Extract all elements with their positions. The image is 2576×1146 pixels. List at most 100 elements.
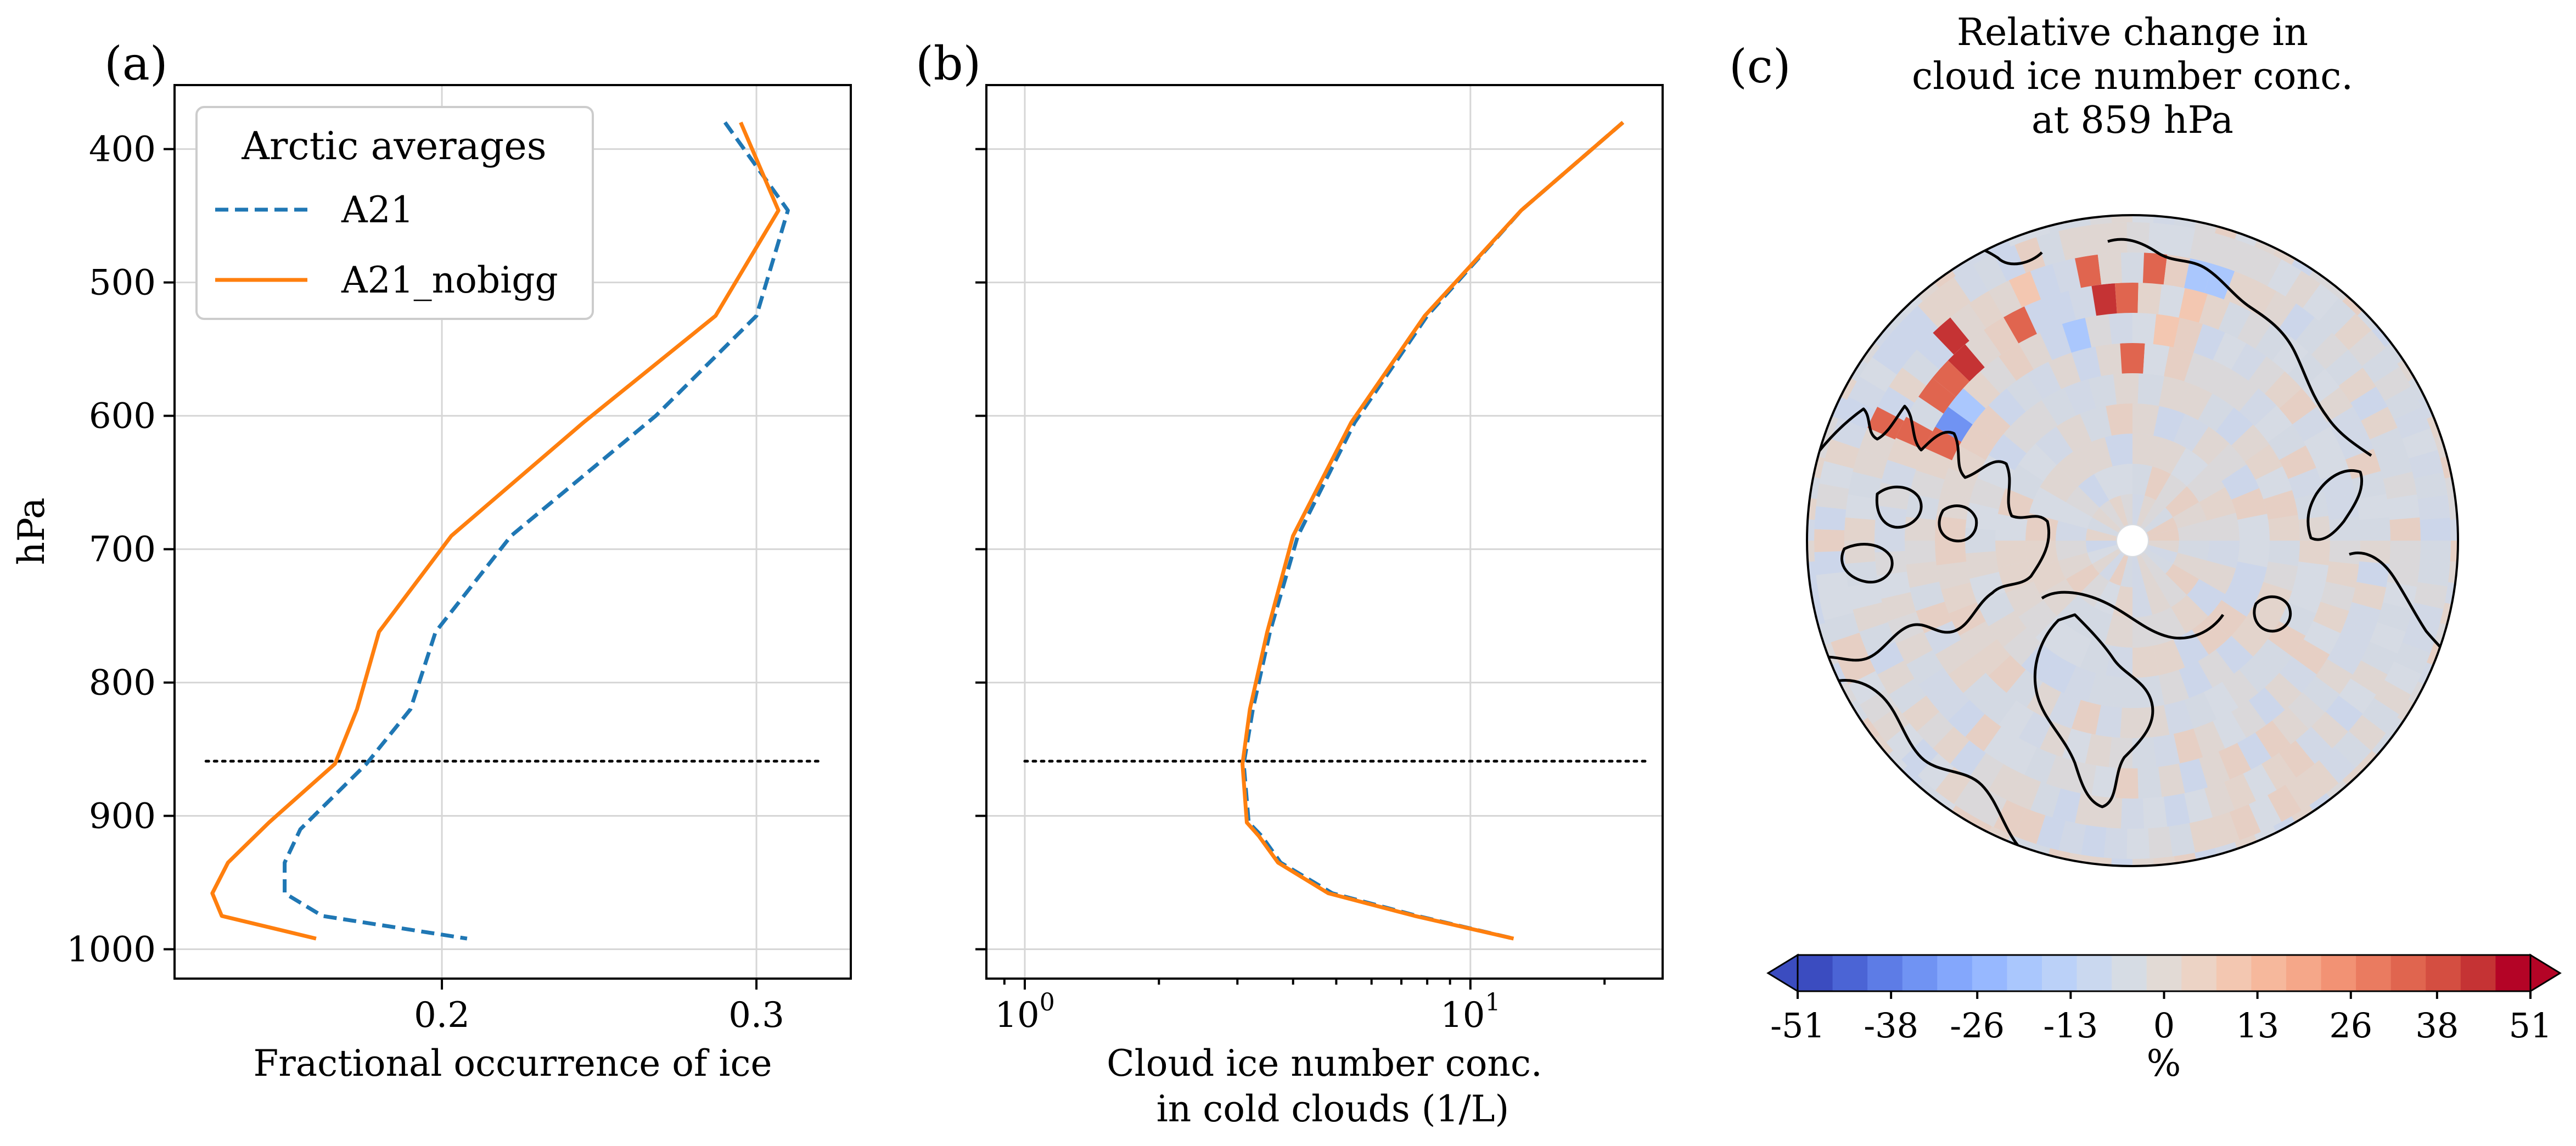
map-cell xyxy=(1807,495,1817,520)
map-cell xyxy=(2218,301,2252,339)
panel-b-xtick-label: 101 xyxy=(1440,988,1500,1036)
panel-a-xlabel: Fractional occurrence of ice xyxy=(253,1042,772,1085)
map-cell xyxy=(2066,564,2100,595)
map-cell xyxy=(1959,424,1997,460)
map-cell xyxy=(2029,560,2066,594)
map-cell xyxy=(2179,288,2208,323)
map-cell xyxy=(2132,858,2156,866)
map-cell xyxy=(2003,628,2041,666)
map-cell xyxy=(1963,672,2001,710)
map-cell xyxy=(1814,506,1847,530)
map-cell xyxy=(2279,656,2317,693)
map-cell xyxy=(1807,541,1815,564)
map-cell xyxy=(2448,495,2458,520)
colorbar-segment xyxy=(2426,955,2461,991)
map-cell xyxy=(2204,782,2235,818)
map-cell xyxy=(1980,356,2017,394)
map-cell xyxy=(2137,283,2162,314)
map-cell xyxy=(2153,734,2180,767)
map-cell xyxy=(2163,254,2190,288)
map-cell xyxy=(1844,517,1876,541)
map-cell xyxy=(1941,582,1977,614)
map-cell xyxy=(2229,804,2261,841)
coastline-canada-islands-2 xyxy=(1938,504,1978,543)
map-cell xyxy=(2041,387,2076,426)
map-cell xyxy=(2141,500,2166,529)
map-cell xyxy=(2319,746,2356,784)
map-cell xyxy=(2095,705,2122,738)
map-cell xyxy=(1859,622,1895,654)
map-cell xyxy=(2148,826,2173,859)
coastline-novaya-zemlya xyxy=(2306,469,2364,541)
colorbar-segment xyxy=(2216,955,2252,991)
map-cell xyxy=(2052,258,2081,293)
colorbar-segment xyxy=(2146,955,2182,991)
map-cell xyxy=(2030,782,2061,818)
map-cell xyxy=(2348,715,2386,751)
map-cell xyxy=(2003,415,2041,453)
map-cell xyxy=(2052,788,2081,823)
map-cell xyxy=(2198,394,2234,432)
map-cell xyxy=(1965,527,1996,554)
map-cell xyxy=(1905,541,1936,565)
map-cell xyxy=(2120,494,2132,525)
map-cell xyxy=(2035,616,2073,655)
map-cell xyxy=(2088,673,2117,707)
map-cell xyxy=(2109,215,2132,223)
map-cell xyxy=(1917,753,1954,791)
legend-entry-a21-nobigg: A21_nobigg xyxy=(341,259,558,301)
map-cell xyxy=(1877,660,1915,695)
map-cell xyxy=(2417,495,2450,520)
map-cell xyxy=(2420,541,2451,564)
map-cell xyxy=(2040,721,2072,757)
map-cell xyxy=(2203,362,2238,400)
map-cell xyxy=(2255,720,2291,758)
map-cell xyxy=(1950,740,1986,778)
map-cell xyxy=(1995,514,2028,541)
map-cell xyxy=(2450,541,2458,564)
map-cell xyxy=(2409,450,2444,479)
map-cell xyxy=(2231,424,2270,462)
map-cell xyxy=(2120,342,2145,374)
map-cell xyxy=(2348,330,2386,367)
map-cell xyxy=(1918,667,1956,704)
map-cell xyxy=(2231,619,2270,657)
map-cell xyxy=(1965,502,1999,530)
panel-a-xtick-label: 0.3 xyxy=(728,995,784,1036)
map-cell xyxy=(2267,784,2302,822)
coastline-greenland xyxy=(2033,613,2154,808)
map-cell xyxy=(2420,518,2451,541)
map-cell xyxy=(1969,478,2006,509)
colorbar-segments xyxy=(1766,953,2562,993)
map-cell xyxy=(1948,388,1986,425)
coastline-hudson-bay xyxy=(1821,679,2021,849)
map-cell xyxy=(2361,348,2399,384)
panel-a-ytick-label: 600 xyxy=(89,396,156,437)
map-cell xyxy=(2079,437,2113,474)
colorbar-segment xyxy=(2495,955,2531,991)
map-cell xyxy=(2263,561,2298,591)
map-title-line-1: Relative change in xyxy=(1957,11,2308,54)
map-cell xyxy=(2099,552,2124,581)
map-cell xyxy=(2417,561,2450,587)
panel-a-ytick-label: 700 xyxy=(89,530,156,570)
map-cell xyxy=(2311,711,2348,749)
map-cell xyxy=(2008,773,2041,810)
map-cell xyxy=(1973,254,2007,291)
map-cell xyxy=(1954,779,1989,817)
map-cell xyxy=(2056,541,2087,561)
map-cell xyxy=(2064,666,2096,703)
map-cell xyxy=(1932,684,1970,721)
map-cell xyxy=(1988,434,2027,471)
map-cell xyxy=(2058,553,2092,579)
map-cell xyxy=(1902,695,1940,732)
map-cell xyxy=(2014,808,2046,844)
map-cell xyxy=(2209,812,2240,847)
map-cell xyxy=(2086,529,2117,541)
map-cell xyxy=(1886,723,1923,760)
map-cell xyxy=(2187,579,2225,616)
map-cell xyxy=(2132,464,2153,496)
map-cell xyxy=(2193,324,2225,361)
panel-a-series-a21 xyxy=(283,121,790,941)
map-cell xyxy=(2193,721,2225,757)
